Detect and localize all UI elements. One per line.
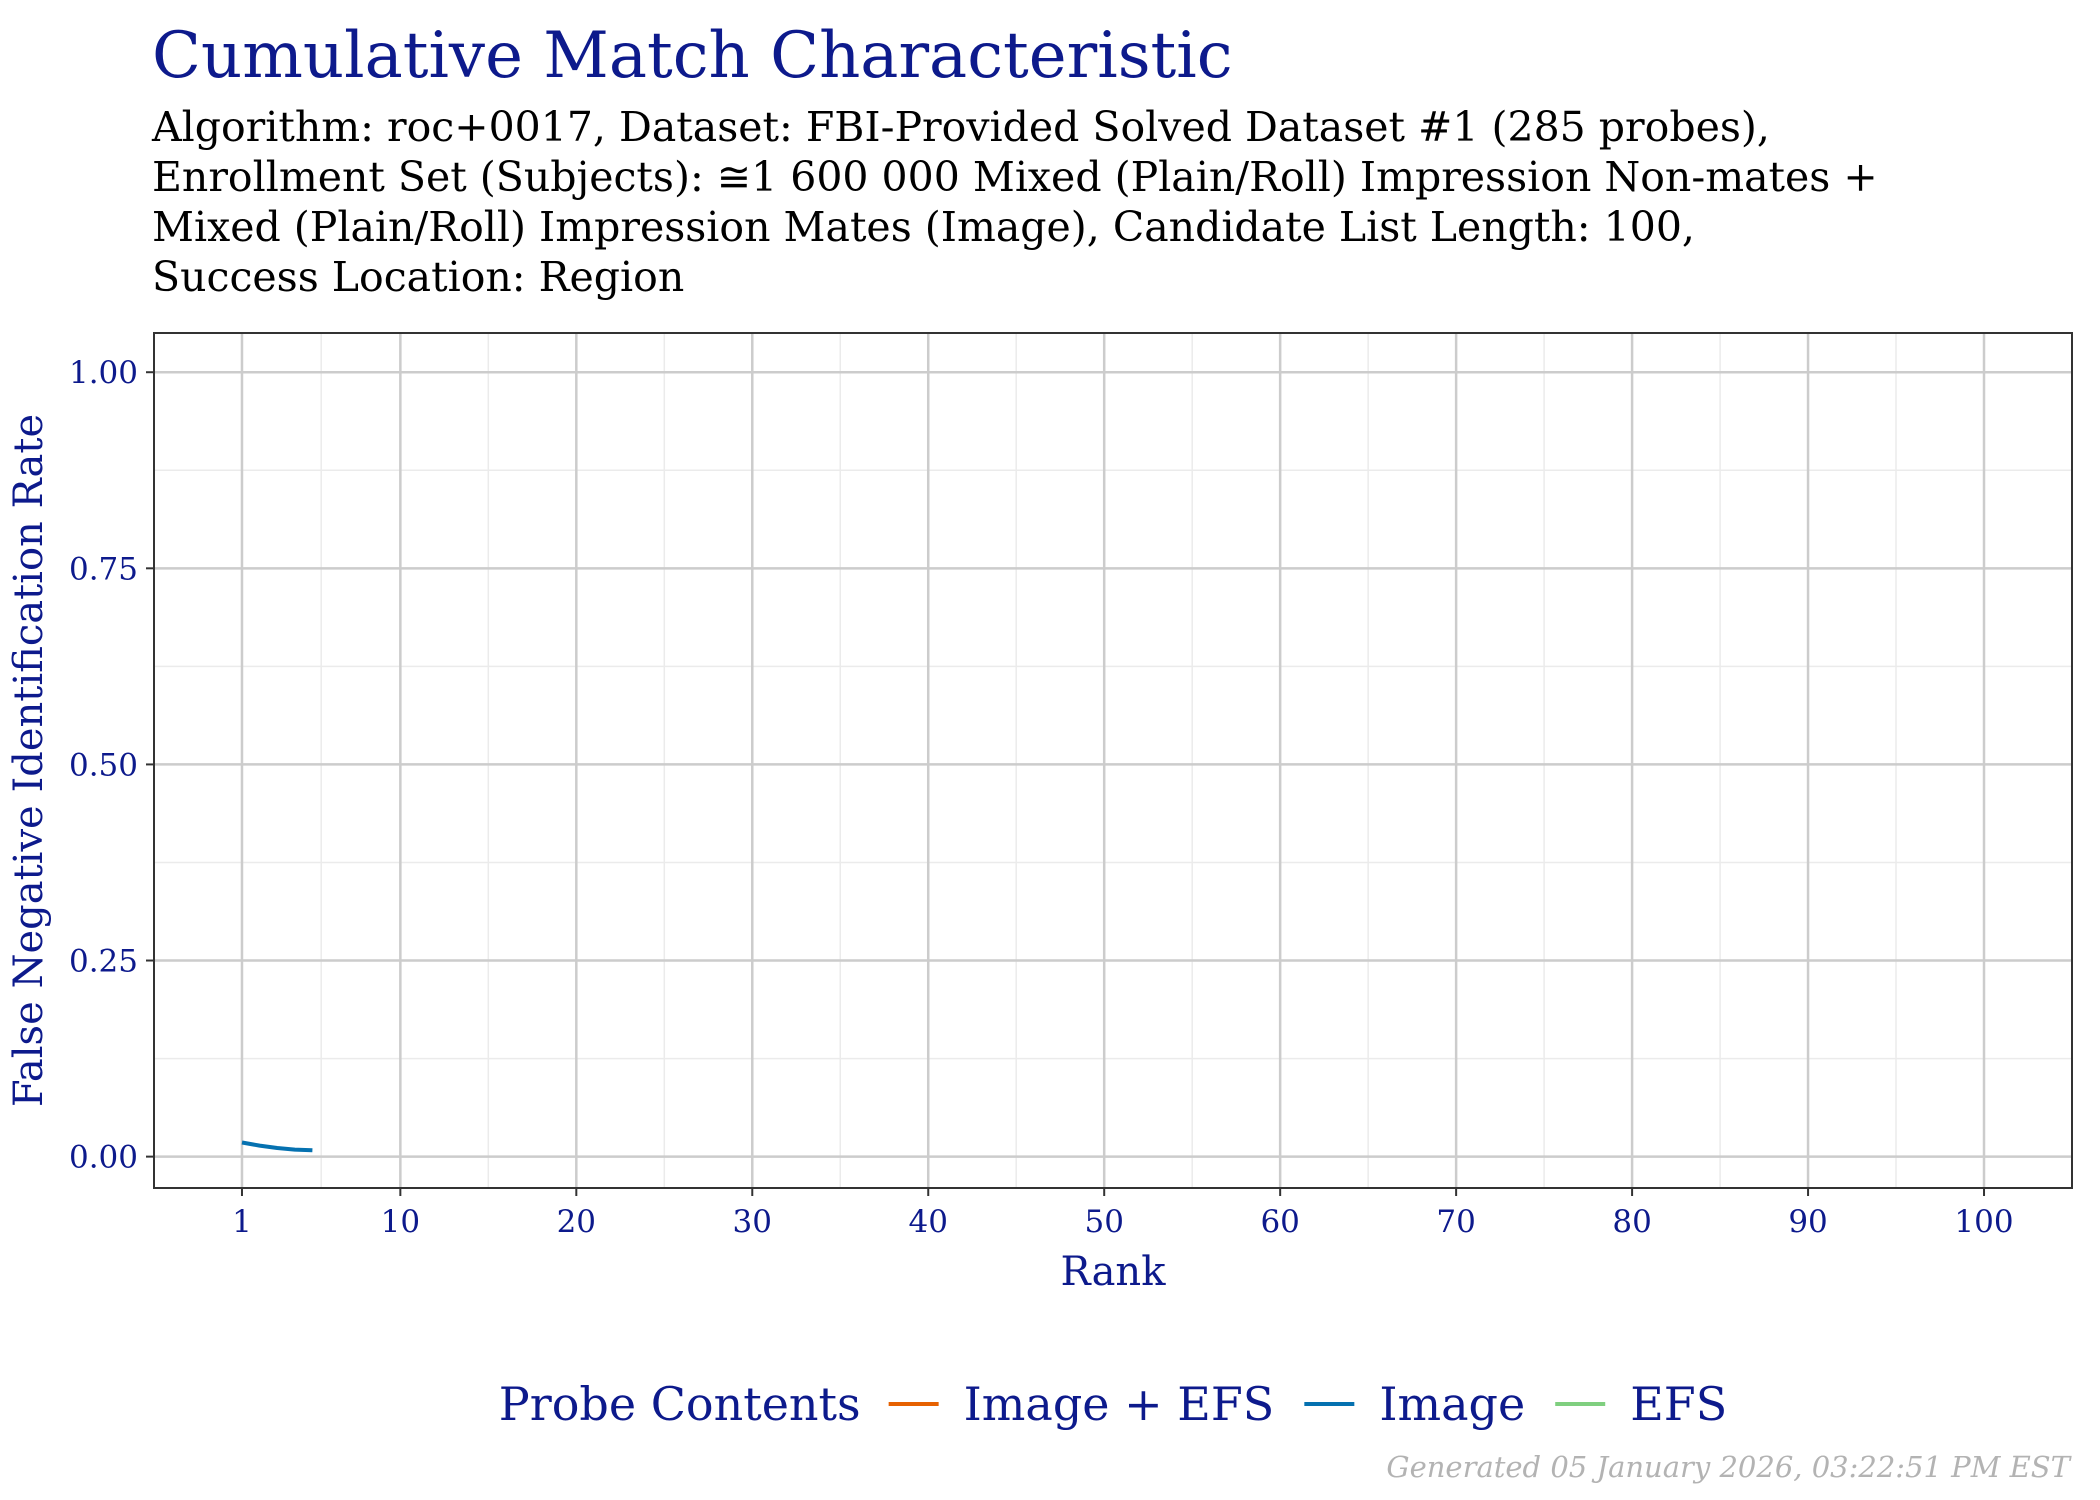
subtitle-line: Enrollment Set (Subjects): ≅1 600 000 Mi… xyxy=(152,153,1878,201)
plot-panel xyxy=(154,333,2072,1188)
y-tick-label: 1.00 xyxy=(69,355,138,391)
subtitle-line: Algorithm: roc+0017, Dataset: FBI-Provid… xyxy=(152,103,1770,151)
x-axis-title: Rank xyxy=(1061,1249,1167,1295)
x-tick-label: 10 xyxy=(381,1204,420,1240)
x-tick-label: 1 xyxy=(232,1204,252,1240)
legend-label: Image xyxy=(1379,1377,1525,1431)
legend: Probe Contents Image + EFS Image EFS xyxy=(499,1377,1727,1431)
y-tick-label: 0.25 xyxy=(69,944,138,980)
legend-label: Image + EFS xyxy=(964,1377,1275,1431)
legend-title: Probe Contents xyxy=(499,1377,861,1431)
plot-border xyxy=(153,332,2073,1189)
x-tick-label: 70 xyxy=(1436,1204,1475,1240)
x-tick-label: 90 xyxy=(1788,1204,1827,1240)
y-axis-title: False Negative Identification Rate xyxy=(6,414,52,1107)
x-tick-label: 30 xyxy=(733,1204,772,1240)
chart-subtitle: Algorithm: roc+0017, Dataset: FBI-Provid… xyxy=(152,102,1878,302)
chart-title: Cumulative Match Characteristic xyxy=(152,19,1233,93)
y-tick-label: 0.75 xyxy=(69,551,138,587)
x-tick-label: 20 xyxy=(557,1204,596,1240)
subtitle-line: Mixed (Plain/Roll) Impression Mates (Ima… xyxy=(152,203,1695,251)
subtitle-line: Success Location: Region xyxy=(152,253,685,301)
y-tick-label: 0.00 xyxy=(69,1140,138,1176)
series-line-image xyxy=(241,1140,313,1153)
legend-label: EFS xyxy=(1630,1377,1727,1431)
generated-timestamp: Generated 05 January 2026, 03:22:51 PM E… xyxy=(1386,1450,2070,1484)
x-tick-label: 80 xyxy=(1612,1204,1651,1240)
y-tick-label: 0.50 xyxy=(69,747,138,783)
x-tick-label: 50 xyxy=(1084,1204,1123,1240)
x-tick-label: 40 xyxy=(909,1204,948,1240)
x-tick-label: 100 xyxy=(1954,1204,2013,1240)
x-tick-label: 60 xyxy=(1260,1204,1299,1240)
